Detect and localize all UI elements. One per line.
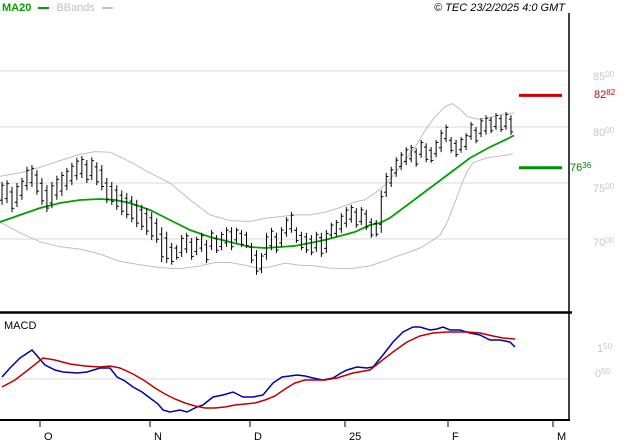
ma20-legend-label: MA20 <box>2 2 32 14</box>
bbands-legend-dash-icon <box>101 7 113 9</box>
macd-signal-line <box>1 331 516 409</box>
axis-label-7636: 7636 <box>570 161 592 174</box>
macd-panel-label: MACD <box>4 320 37 332</box>
axis-label-0.50: 050 <box>595 367 611 380</box>
axis-label-8282: 8282 <box>594 88 616 101</box>
bbands-legend-label: BBands <box>56 2 95 14</box>
x-axis-label: O <box>44 431 53 440</box>
axis-label-8500: 8500 <box>593 70 615 83</box>
x-axis-label: N <box>154 431 162 440</box>
axis-label-8000: 8000 <box>593 126 615 139</box>
axis-label-1.50: 150 <box>597 342 613 355</box>
x-axis-label: F <box>452 431 459 440</box>
x-axis-label: 25 <box>349 431 361 440</box>
legend: MA20 BBands <box>2 2 115 14</box>
copyright-timestamp: © TEC 23/2/2025 4:0 GMT <box>434 2 565 14</box>
ma20-legend-dash-icon <box>38 7 50 9</box>
macd-line <box>1 326 516 413</box>
x-axis-label: D <box>254 431 262 440</box>
axis-label-7500: 7500 <box>593 182 615 195</box>
bollinger-lower-line <box>0 153 514 270</box>
x-axis-label: M <box>557 431 566 440</box>
ma20-line <box>0 134 515 249</box>
axis-label-7000: 7000 <box>593 236 615 249</box>
bollinger-upper-line <box>0 102 515 223</box>
